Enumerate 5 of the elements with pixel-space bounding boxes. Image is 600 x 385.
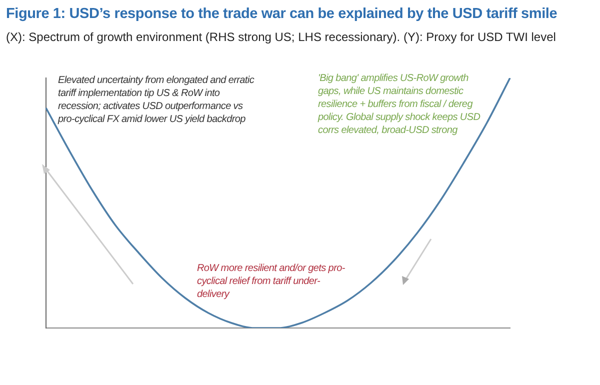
annotation: Elevated uncertainty from elongated and erratic tariff implementation tip US & RoW into recession; activates USD outperformance vs pro-cyclical FX amid lower US yield backdrop [58,74,256,126]
annotation: RoW more resilient and/or gets pro-cyclical relief from tariff under-delivery [197,262,346,301]
chart-subtitle: (X): Spectrum of growth environment (RHS strong US; LHS recessionary). (Y): Proxy for USD TWI level [6,30,556,44]
chart-title: Figure 1: USD’s response to the trade war can be explained by the USD tariff smile [6,6,558,22]
annotation: 'Big bang' amplifies US-RoW growth gaps, while US maintains domestic resilience + buffers from fiscal / dereg policy. Global supply shock keeps USD corrs elevated, broad-USD strong [318,72,482,137]
